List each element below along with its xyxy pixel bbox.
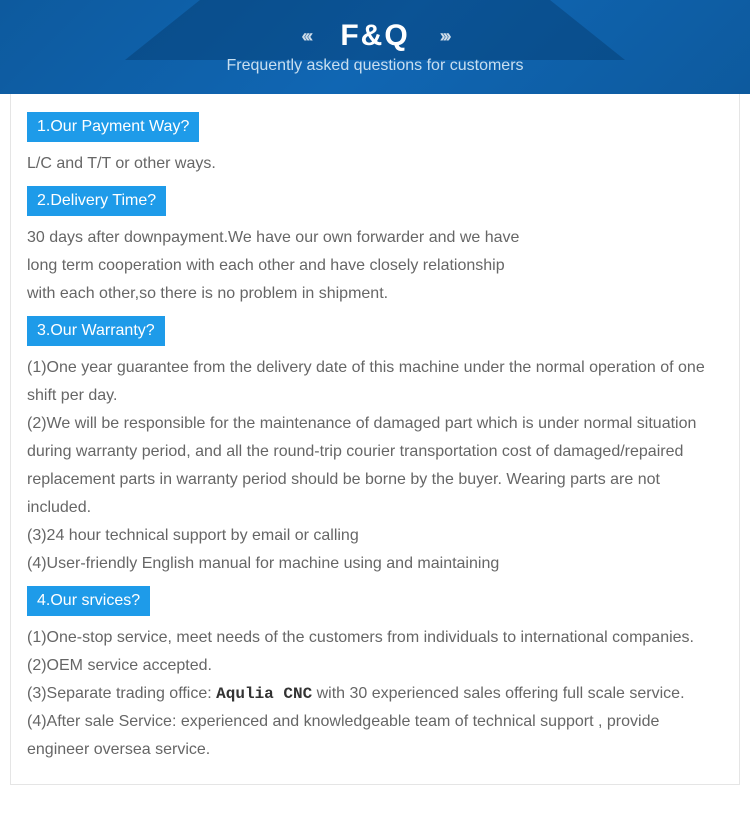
answer-block: (1)One-stop service, meet needs of the c… [27,624,723,764]
chevron-right-icon: ››› [440,26,449,47]
answer-text: (4)User-friendly English manual for mach… [27,550,723,578]
answer-block: (1)One year guarantee from the delivery … [27,354,723,578]
answer-text: (1)One year guarantee from the delivery … [27,354,723,410]
faq-content: 1.Our Payment Way? L/C and T/T or other … [10,94,740,785]
question-header: 2.Delivery Time? [27,186,166,216]
faq-item: 2.Delivery Time? 30 days after downpayme… [27,178,723,308]
faq-item: 4.Our srvices? (1)One-stop service, meet… [27,578,723,764]
answer-text: long term cooperation with each other an… [27,252,723,280]
faq-item: 1.Our Payment Way? L/C and T/T or other … [27,104,723,178]
answer-block: L/C and T/T or other ways. [27,150,723,178]
answer-text: with each other,so there is no problem i… [27,280,723,308]
answer-text: L/C and T/T or other ways. [27,150,723,178]
answer-text: (3)Separate trading office: Aqulia CNC w… [27,680,723,708]
answer-text: (2)OEM service accepted. [27,652,723,680]
question-header: 1.Our Payment Way? [27,112,199,142]
faq-title: F&Q [340,19,409,53]
header-title-row: ‹‹‹ F&Q ››› [301,19,448,53]
question-header: 4.Our srvices? [27,586,150,616]
chevron-left-icon: ‹‹‹ [301,26,310,47]
answer-text: (3)24 hour technical support by email or… [27,522,723,550]
faq-item: 3.Our Warranty? (1)One year guarantee fr… [27,308,723,578]
faq-header: ‹‹‹ F&Q ››› Frequently asked questions f… [0,0,750,94]
faq-subtitle: Frequently asked questions for customers [226,57,523,75]
question-header: 3.Our Warranty? [27,316,165,346]
answer-text: 30 days after downpayment.We have our ow… [27,224,723,252]
answer-text: (1)One-stop service, meet needs of the c… [27,624,723,652]
answer-text: (2)We will be responsible for the mainte… [27,410,723,522]
answer-block: 30 days after downpayment.We have our ow… [27,224,723,308]
answer-text: (4)After sale Service: experienced and k… [27,708,723,764]
